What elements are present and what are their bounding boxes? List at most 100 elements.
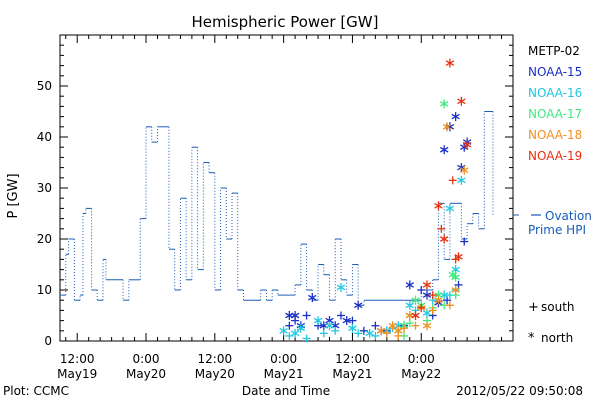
south-marker	[319, 329, 328, 338]
north-marker	[353, 300, 363, 310]
south-marker	[411, 321, 420, 330]
x-tick-sublabel: May21	[332, 367, 372, 381]
x-tick-label: 12:00	[335, 352, 370, 366]
north-marker	[451, 285, 460, 295]
north-marker	[422, 280, 432, 290]
north-marker	[405, 300, 415, 310]
x-tick-sublabel: May22	[401, 367, 441, 381]
legend-symbol-north: *	[528, 331, 535, 346]
y-tick-label: 30	[37, 181, 52, 195]
legend-label-north: north	[541, 331, 573, 345]
north-marker	[308, 293, 317, 303]
south-marker	[400, 324, 409, 333]
north-marker	[365, 328, 374, 338]
north-marker	[445, 203, 455, 213]
legend-item-noaa-17: NOAA-17	[528, 107, 582, 121]
y-tick-label: 10	[37, 283, 52, 297]
ovation-legend-label-2: Prime HPI	[528, 223, 586, 237]
legend-label-south: south	[541, 300, 575, 314]
south-marker	[285, 331, 294, 340]
x-tick-label: 12:00	[198, 352, 233, 366]
south-marker	[437, 224, 446, 233]
north-marker	[422, 290, 432, 300]
north-marker	[442, 122, 452, 132]
south-marker	[371, 331, 380, 340]
south-marker	[428, 306, 437, 315]
south-marker	[359, 326, 368, 335]
north-marker	[296, 323, 306, 333]
north-marker	[342, 316, 351, 326]
chart-title: Hemispheric Power [GW]	[192, 13, 379, 31]
y-tick-label: 0	[44, 334, 52, 348]
x-tick-sublabel: May20	[126, 367, 166, 381]
x-tick-sublabel: May20	[195, 367, 235, 381]
north-marker	[434, 201, 443, 211]
south-marker	[417, 303, 426, 312]
north-marker	[434, 295, 443, 305]
south-marker	[348, 316, 357, 325]
north-marker	[454, 252, 463, 262]
north-marker	[348, 323, 357, 333]
north-marker	[285, 311, 294, 320]
north-marker	[422, 308, 432, 318]
north-marker	[439, 99, 449, 109]
south-marker	[443, 296, 452, 305]
legend-item-noaa-16: NOAA-16	[528, 86, 582, 100]
x-tick-label: 0:00	[408, 352, 435, 366]
south-marker	[417, 286, 426, 294]
north-marker	[439, 145, 449, 155]
y-tick-label: 20	[37, 232, 52, 246]
north-marker	[457, 96, 466, 106]
legend-symbol-south: +	[528, 300, 539, 315]
south-marker	[445, 301, 454, 310]
north-marker	[445, 58, 455, 68]
north-marker	[457, 175, 466, 185]
y-tick-label: 40	[37, 130, 52, 144]
south-marker	[285, 321, 294, 330]
south-marker	[336, 311, 345, 320]
x-tick-label: 0:00	[270, 352, 297, 366]
x-tick-label: 12:00	[60, 352, 95, 366]
south-marker	[302, 311, 311, 320]
legend-item-noaa-18: NOAA-18	[528, 128, 582, 142]
north-marker	[439, 234, 449, 244]
south-marker	[302, 334, 311, 343]
south-marker	[382, 329, 391, 338]
south-marker	[460, 237, 469, 246]
north-marker	[376, 326, 386, 336]
y-axis-label: P [GW]	[6, 173, 21, 218]
north-marker	[290, 311, 300, 320]
north-marker	[388, 321, 397, 331]
north-marker	[313, 316, 323, 326]
north-marker	[405, 280, 415, 290]
north-marker	[460, 165, 469, 175]
south-marker	[331, 326, 340, 335]
south-marker	[354, 329, 363, 338]
north-marker	[336, 282, 346, 292]
north-marker	[422, 321, 432, 331]
north-marker	[394, 326, 403, 336]
legend-item-metp-02: METP-02	[528, 44, 580, 58]
y-tick-label: 50	[37, 79, 52, 93]
north-marker	[411, 295, 420, 305]
south-marker	[448, 176, 457, 185]
legend-item-noaa-15: NOAA-15	[528, 65, 582, 79]
south-marker	[371, 321, 380, 330]
ovation-legend-label: Ovation	[545, 209, 592, 223]
north-marker	[451, 112, 460, 122]
north-marker	[451, 272, 460, 282]
x-axis-label: Date and Time	[242, 384, 330, 398]
north-marker	[325, 321, 334, 331]
x-tick-label: 0:00	[133, 352, 160, 366]
x-tick-sublabel: May21	[264, 367, 304, 381]
north-marker	[462, 140, 472, 150]
south-marker	[428, 291, 437, 300]
south-marker	[454, 280, 463, 289]
legend-item-noaa-19: NOAA-19	[528, 149, 582, 163]
north-marker	[290, 328, 300, 338]
north-marker	[405, 311, 415, 320]
south-marker	[405, 319, 414, 328]
x-tick-sublabel: May19	[57, 367, 97, 381]
north-marker	[411, 311, 420, 320]
